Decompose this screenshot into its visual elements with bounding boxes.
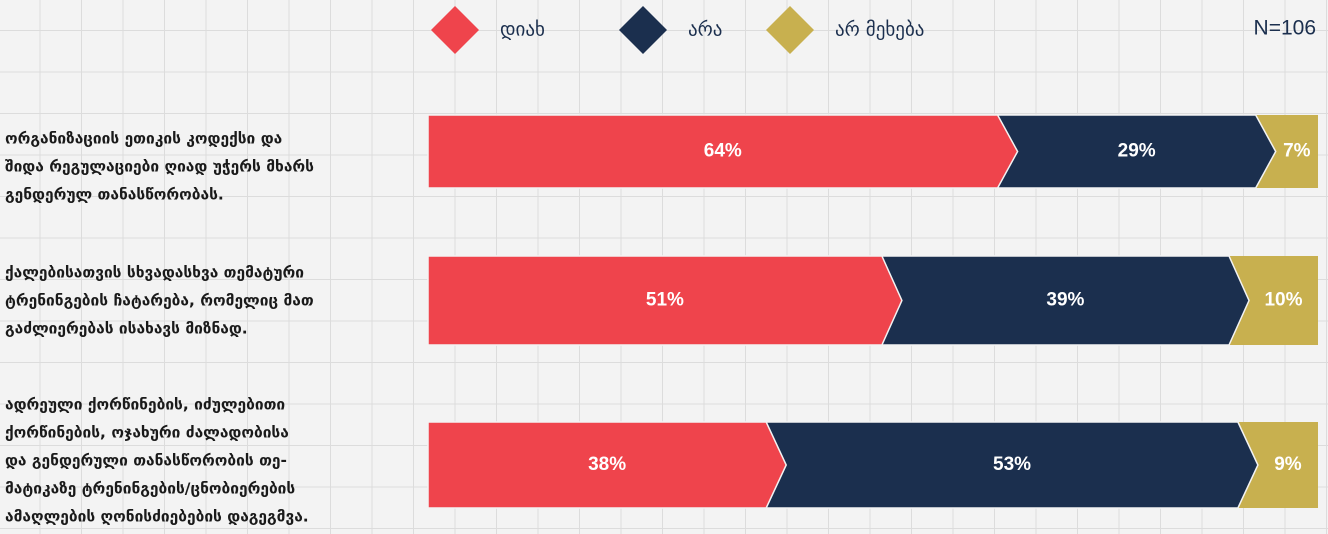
value-label: 7%	[1283, 141, 1311, 162]
legend-swatch	[431, 6, 479, 54]
category-label: ქორწინების, ოჯახური ძალადობისა	[5, 424, 289, 442]
category-label: ადრეული ქორწინების, იძულებითი	[5, 396, 285, 414]
bar-segment	[1237, 422, 1318, 508]
sample-size: N=106	[1254, 17, 1316, 40]
value-label: 9%	[1274, 454, 1302, 475]
bar-segment	[427, 255, 903, 346]
legend-label: არა	[688, 19, 722, 41]
category-label: მატიკაზე ტრენინგების/ცნობიერების	[5, 480, 295, 498]
legend-label: არ მეხება	[835, 19, 924, 41]
value-label: 38%	[588, 454, 626, 475]
value-label: 53%	[993, 454, 1031, 475]
bar-segment	[1255, 115, 1318, 188]
category-label: გაძლიერებას ისახავს მიზნად.	[5, 320, 248, 338]
value-label: 51%	[646, 290, 684, 311]
category-label: გენდერულ თანასწორობას.	[5, 186, 224, 204]
bar-segment	[1229, 256, 1318, 345]
bar-segment	[427, 114, 1019, 189]
legend-swatch	[766, 6, 814, 54]
category-label: შიდა რეგულაციები ღიად უჭერს მხარს	[5, 158, 314, 176]
value-label: 39%	[1046, 290, 1084, 311]
value-label: 10%	[1264, 290, 1302, 311]
category-label: ტრენინგების ჩატარება, რომელიც მათ	[5, 292, 314, 310]
legend-swatch	[619, 6, 667, 54]
category-label: და გენდერული თანასწორობის თე-	[5, 452, 287, 470]
value-label: 29%	[1118, 141, 1156, 162]
legend-label: დიახ	[500, 19, 545, 41]
value-label: 64%	[704, 141, 742, 162]
category-label: ამაღლების ღონისძიებების დაგეგმვა.	[5, 508, 309, 526]
category-label: ქალებისათვის სხვადასხვა თემატური	[5, 264, 304, 282]
bar-segment	[427, 421, 788, 509]
category-label: ორგანიზაციის ეთიკის კოდექსი და	[5, 130, 282, 148]
